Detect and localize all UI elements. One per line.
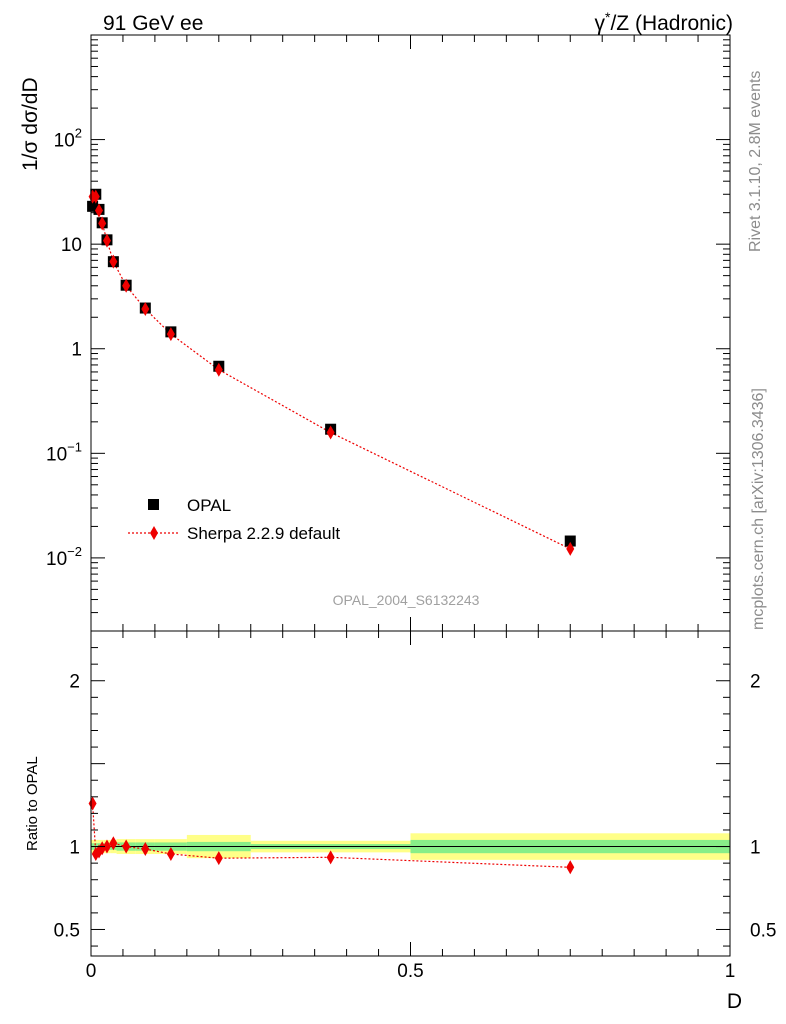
ratio-y-tick-label-left: 1: [69, 838, 80, 859]
sherpa-ratio-point: [566, 860, 575, 875]
main-y-tick-labels: 10−2 10−1 1 10 102: [46, 126, 82, 570]
sherpa-ratio-point: [88, 796, 97, 811]
sherpa-ratio-point: [214, 851, 223, 866]
legend-sherpa-label: Sherpa 2.2.9 default: [187, 524, 340, 543]
opal-point: [87, 200, 99, 212]
sherpa-point: [566, 541, 575, 556]
main-y-tick-label: 10: [61, 235, 82, 256]
sherpa-point: [122, 278, 131, 293]
main-plot-panel: 10−2 10−1 1 10 102 OPAL_2004_S6132243 OPAL S…: [19, 34, 731, 632]
sherpa-point: [326, 425, 335, 440]
rivet-version-label: Rivet 3.1.10, 2.8M events: [747, 71, 764, 252]
legend-opal-marker: [148, 499, 159, 510]
legend-sherpa-marker: [150, 526, 158, 540]
sherpa-point: [166, 327, 175, 342]
ratio-y-tick-label-left: 0.5: [54, 920, 80, 941]
sherpa-point: [214, 362, 223, 377]
sherpa-point: [109, 254, 118, 269]
mcplots-label: mcplots.cern.ch [arXiv:1306.3436]: [750, 388, 767, 630]
sherpa-ratio-point: [326, 850, 335, 865]
ratio-y-tick-label-left: 2: [69, 672, 80, 693]
ratio-tick-labels: 0.5 0.5 1 1 2 2 0 0.5 1: [54, 672, 777, 982]
sherpa-point: [91, 189, 100, 204]
sherpa-point: [98, 216, 107, 231]
ratio-y-axis-label: Ratio to OPAL: [24, 756, 41, 851]
ratio-plot-panel: 0.5 0.5 1 1 2 2 0 0.5 1 Ratio to OPAL D: [24, 630, 777, 1013]
sherpa-point: [141, 301, 150, 316]
sherpa-ratio-point: [109, 836, 118, 851]
x-axis-label: D: [727, 990, 742, 1013]
x-tick-label: 0: [86, 961, 97, 982]
main-y-tick-label: 102: [54, 126, 82, 152]
ratio-y-tick-label-right: 0.5: [750, 920, 776, 941]
ratio-axis-ticks: [90, 631, 731, 956]
x-tick-label: 0.5: [397, 961, 423, 982]
legend: OPAL Sherpa 2.2.9 default: [128, 496, 340, 543]
sherpa-ratio-point: [166, 847, 175, 862]
header-left-label: 91 GeV ee: [103, 12, 203, 35]
main-y-tick-label: 1: [71, 340, 82, 361]
main-series: [87, 188, 576, 556]
sherpa-ratio-line: [92, 803, 571, 868]
ratio-series: [88, 796, 575, 875]
legend-opal-label: OPAL: [187, 496, 231, 515]
ratio-y-tick-label-right: 2: [750, 672, 761, 693]
analysis-watermark: OPAL_2004_S6132243: [333, 592, 480, 608]
ratio-y-tick-label-right: 1: [750, 838, 761, 859]
sherpa-ratio-point: [102, 839, 111, 854]
sherpa-point: [102, 233, 111, 248]
header-right-label: γ*/Z (Hadronic): [595, 9, 733, 35]
main-y-tick-label: 10−2: [46, 544, 82, 570]
opal-point: [564, 535, 576, 547]
main-y-tick-label: 10−1: [46, 439, 82, 465]
sherpa-ratio-point: [141, 842, 150, 857]
ratio-plot-frame: [90, 630, 731, 957]
main-y-axis-label: 1/σ dσ/dD: [19, 77, 42, 171]
x-tick-label: 1: [725, 961, 736, 982]
sherpa-point: [94, 203, 103, 218]
sherpa-line: [92, 196, 571, 550]
sherpa-ratio-point: [122, 839, 131, 854]
